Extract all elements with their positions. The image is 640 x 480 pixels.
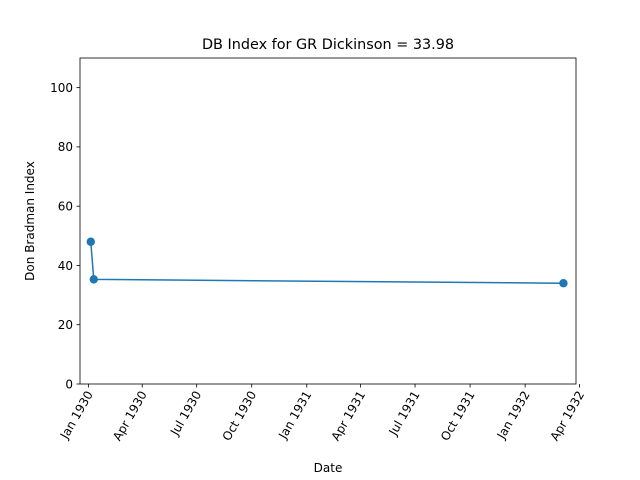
y-tick-label: 0: [65, 377, 73, 391]
data-point: [559, 279, 568, 288]
y-tick-label: 20: [58, 318, 73, 332]
y-tick-label: 40: [58, 259, 73, 273]
y-axis-label: Don Bradman Index: [23, 161, 37, 281]
x-axis-label: Date: [314, 461, 343, 475]
data-point: [86, 237, 95, 246]
y-tick-label: 80: [58, 140, 73, 154]
axes-frame: [79, 57, 577, 385]
chart-title: DB Index for GR Dickinson = 33.98: [202, 37, 454, 53]
y-axis-ticks: 0 20 40 60 80 100: [50, 81, 80, 391]
y-tick-label: 100: [50, 81, 73, 95]
plot-area: [86, 237, 568, 288]
y-tick-label: 60: [58, 199, 73, 213]
data-point: [89, 275, 98, 284]
